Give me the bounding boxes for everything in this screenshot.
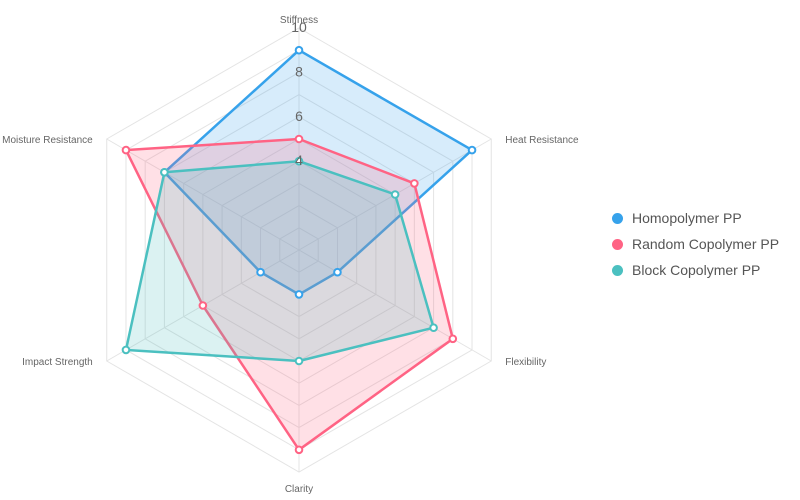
tick-label: 4	[295, 152, 303, 168]
legend-item-homopolymer[interactable]: Homopolymer PP	[612, 205, 779, 231]
axis-label: Clarity	[285, 484, 313, 495]
data-point	[294, 134, 304, 144]
legend-label-homopolymer: Homopolymer PP	[632, 210, 742, 226]
axis-label: Stiffness	[280, 15, 318, 26]
data-point	[198, 301, 208, 310]
data-point	[121, 145, 131, 155]
legend-marker-homopolymer	[612, 212, 623, 224]
legend: Homopolymer PP Random Copolymer PP Block…	[612, 205, 779, 283]
data-point	[160, 168, 169, 177]
axis-label: Flexibility	[505, 357, 546, 368]
legend-label-block-copolymer: Block Copolymer PP	[632, 262, 761, 278]
radial-ticks: 4 6 8 10	[291, 19, 307, 168]
data-point	[294, 356, 304, 366]
axis-label: Impact Strength	[22, 357, 93, 368]
data-point	[294, 45, 304, 55]
legend-label-random-copolymer: Random Copolymer PP	[632, 236, 780, 252]
data-point	[429, 323, 438, 333]
data-point	[390, 190, 400, 199]
data-point	[121, 345, 131, 355]
tick-label: 6	[295, 108, 303, 124]
legend-marker-random-copolymer	[612, 238, 623, 250]
axis-label: Moisture Resistance	[2, 135, 93, 146]
data-point	[294, 445, 304, 455]
data-point	[448, 334, 458, 344]
axis-labels: Stiffness Heat Resistance Flexibility Clari…	[2, 15, 579, 495]
data-point	[467, 145, 477, 155]
data-point	[294, 290, 304, 299]
series-area-2	[124, 159, 435, 363]
legend-item-random-copolymer[interactable]: Random Copolymer PP	[612, 231, 779, 257]
axis-label: Heat Resistance	[505, 135, 579, 146]
grid-spoke	[106, 138, 300, 251]
data-point	[333, 267, 342, 277]
data-point	[410, 179, 419, 188]
legend-item-block-copolymer[interactable]: Block Copolymer PP	[612, 257, 779, 283]
tick-label: 8	[295, 63, 303, 79]
tick-label: 10	[291, 19, 307, 35]
grid-spoke	[298, 249, 492, 362]
radar-points	[121, 45, 477, 455]
legend-marker-block-copolymer	[612, 264, 623, 276]
data-point	[256, 267, 265, 277]
data-point	[294, 156, 304, 166]
